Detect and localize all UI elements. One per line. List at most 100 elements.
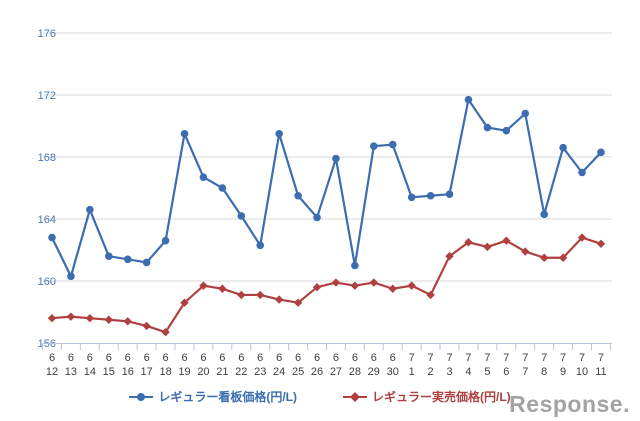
plot-area: 1561601641681721766126136146156166176186… — [38, 28, 612, 378]
legend-label-signboard-price: レギュラー看板価格(円/L) — [158, 390, 297, 404]
data-point-actual-price — [256, 290, 265, 300]
data-point-signboard-price — [123, 255, 132, 264]
x-tick-day: 3 — [446, 366, 452, 378]
data-point-actual-price — [237, 290, 246, 300]
x-tick-month: 6 — [371, 352, 377, 364]
data-point-actual-price — [331, 278, 341, 287]
x-tick-month: 6 — [333, 352, 339, 364]
data-point-actual-price — [199, 281, 208, 290]
x-tick-month: 7 — [484, 352, 490, 364]
x-tick-day: 12 — [46, 366, 58, 378]
data-point-actual-price — [66, 312, 76, 321]
x-tick-day: 16 — [122, 366, 134, 378]
data-point-actual-price — [596, 239, 606, 248]
data-point-signboard-price — [48, 233, 56, 242]
data-point-signboard-price — [256, 241, 265, 250]
data-point-signboard-price — [237, 212, 246, 220]
data-point-signboard-price — [199, 173, 208, 181]
data-point-signboard-price — [161, 236, 170, 245]
x-tick-month: 6 — [144, 352, 150, 364]
x-tick-month: 6 — [49, 352, 55, 364]
x-tick-day: 11 — [595, 366, 606, 378]
data-point-signboard-price — [294, 191, 302, 200]
x-tick-month: 7 — [579, 352, 585, 364]
y-tick-label: 172 — [38, 90, 56, 102]
response-watermark: Response. — [509, 391, 630, 417]
data-point-actual-price — [539, 253, 549, 262]
x-tick-month: 6 — [106, 352, 112, 364]
data-point-actual-price — [369, 278, 379, 287]
x-tick-day: 29 — [368, 366, 380, 378]
data-point-signboard-price — [67, 272, 75, 281]
data-point-signboard-price — [313, 213, 321, 222]
data-point-signboard-price — [388, 140, 397, 149]
data-point-actual-price — [274, 295, 284, 304]
x-tick-day: 8 — [541, 366, 547, 378]
data-point-signboard-price — [559, 143, 567, 152]
data-point-signboard-price — [351, 261, 359, 270]
data-point-signboard-price — [407, 193, 416, 202]
x-tick-month: 7 — [503, 352, 509, 364]
x-tick-month: 6 — [238, 352, 244, 364]
x-tick-month: 6 — [276, 352, 282, 364]
data-point-signboard-price — [578, 168, 586, 177]
data-point-signboard-price — [540, 210, 548, 219]
x-tick-day: 2 — [428, 366, 434, 378]
x-tick-month: 6 — [163, 352, 169, 364]
x-tick-day: 25 — [292, 366, 304, 378]
data-point-signboard-price — [275, 129, 283, 138]
data-point-actual-price — [502, 236, 511, 245]
x-tick-day: 17 — [141, 366, 153, 378]
data-point-actual-price — [464, 238, 473, 247]
series-line-signboard-price — [50, 98, 603, 278]
legend-marker-diamond-icon — [343, 391, 367, 402]
data-point-signboard-price — [180, 129, 189, 138]
x-tick-month: 7 — [409, 352, 415, 364]
x-tick-day: 1 — [409, 366, 415, 378]
data-point-actual-price — [85, 314, 95, 323]
x-tick-month: 6 — [125, 352, 131, 364]
x-tick-day: 10 — [576, 366, 588, 378]
data-point-signboard-price — [104, 252, 113, 260]
data-point-actual-price — [483, 242, 492, 252]
data-point-actual-price — [521, 247, 530, 256]
x-tick-day: 23 — [254, 366, 266, 378]
data-point-actual-price — [426, 290, 435, 300]
x-tick-day: 22 — [235, 366, 247, 378]
legend-item-signboard-price[interactable]: レギュラー看板価格(円/L) — [129, 388, 297, 405]
data-point-signboard-price — [332, 154, 340, 163]
x-tick-month: 6 — [68, 352, 74, 364]
data-point-signboard-price — [142, 258, 151, 267]
data-point-actual-price — [407, 281, 416, 290]
x-tick-month: 6 — [219, 352, 225, 364]
x-tick-day: 9 — [560, 366, 566, 378]
data-point-signboard-price — [464, 95, 473, 104]
data-point-actual-price — [350, 281, 360, 290]
x-tick-month: 7 — [446, 352, 452, 364]
x-tick-month: 7 — [522, 352, 528, 364]
x-tick-day: 19 — [178, 366, 190, 378]
x-tick-month: 6 — [352, 352, 358, 364]
x-tick-day: 20 — [197, 366, 209, 378]
legend: レギュラー看板価格(円/L) レギュラー実売価格(円/L) — [0, 388, 640, 405]
x-tick-day: 5 — [484, 366, 490, 378]
x-tick-day: 21 — [216, 366, 228, 378]
data-point-actual-price — [445, 252, 454, 261]
x-tick-day: 18 — [159, 366, 171, 378]
x-tick-day: 4 — [465, 366, 471, 378]
data-point-actual-price — [123, 317, 132, 326]
y-tick-label: 168 — [38, 152, 56, 164]
data-point-actual-price — [47, 314, 57, 323]
legend-item-actual-price[interactable]: レギュラー実売価格(円/L) — [343, 388, 511, 405]
x-tick-month: 6 — [390, 352, 396, 364]
x-tick-month: 7 — [598, 352, 604, 364]
data-point-actual-price — [388, 284, 397, 293]
series-line-actual-price — [50, 236, 603, 334]
legend-marker-circle-icon — [129, 392, 154, 401]
x-tick-month: 7 — [560, 352, 566, 364]
y-tick-label: 164 — [38, 214, 56, 226]
x-tick-month: 7 — [465, 352, 471, 364]
data-point-signboard-price — [445, 190, 454, 198]
data-point-signboard-price — [597, 148, 605, 157]
